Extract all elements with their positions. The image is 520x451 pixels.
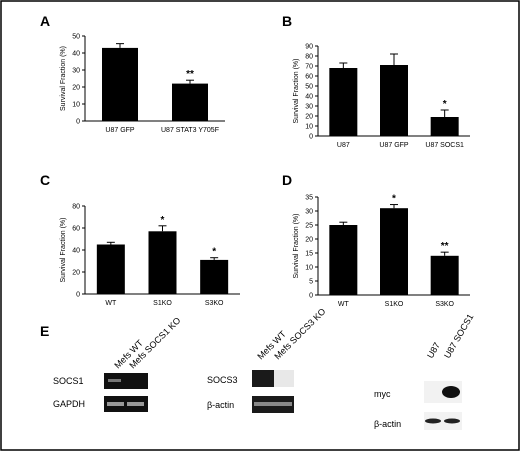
chart-b-category-2: U87 SOCS1	[425, 142, 464, 149]
chart-d-ytick-label-5: 25	[305, 223, 313, 230]
chart-c-category-1: S1KO	[153, 300, 172, 307]
chart-b-significance-2: *	[443, 99, 447, 110]
chart-d-category-2: S3KO	[435, 301, 454, 308]
chart-b-ytick-label-7: 70	[305, 64, 313, 71]
chart-a-ytick-label-0: 0	[76, 119, 80, 126]
chart-a-bar-1	[172, 83, 208, 121]
chart-a-ytick-label-2: 20	[72, 85, 80, 92]
blot-3-lane-1: U87	[425, 341, 442, 360]
chart-b-bar-2	[430, 117, 459, 136]
chart-d-ytick-label-6: 30	[305, 209, 313, 216]
chart-d-significance-1: *	[392, 194, 396, 205]
chart-a-ylabel: Survival Fraction (%)	[60, 46, 67, 111]
chart-a-significance-1: **	[186, 69, 194, 80]
chart-a-ytick-label-1: 10	[72, 102, 80, 109]
panel-b-letter: B	[282, 13, 292, 29]
chart-b-ytick-label-5: 50	[305, 84, 313, 91]
chart-c-category-2: S3KO	[205, 300, 224, 307]
chart-d-ytick-label-2: 10	[305, 265, 313, 272]
chart-b-ytick-label-2: 20	[305, 114, 313, 121]
blot-2-row-2-label: β-actin	[207, 400, 234, 410]
chart-c: 0 20 40 60 80 Survival Fraction (%) WT * S1KO * S3…	[60, 204, 240, 307]
blot-1-row-2-band	[104, 396, 148, 412]
chart-c-significance-1: *	[161, 215, 165, 226]
chart-a-category-1: U87 STAT3 Y705F	[161, 127, 219, 134]
chart-d-ytick-label-1: 5	[309, 279, 313, 286]
chart-c-ytick-label-0: 0	[76, 292, 80, 299]
chart-b-ytick-label-0: 0	[309, 134, 313, 141]
chart-d-bar-0	[329, 225, 358, 295]
blot-1-row-1-signal	[108, 379, 121, 382]
chart-b-ytick-label-8: 80	[305, 54, 313, 61]
chart-c-bar-1	[148, 231, 177, 294]
chart-d-bar-2	[430, 255, 459, 295]
chart-c-ytick-label-2: 40	[72, 248, 80, 255]
chart-c-ytick-label-3: 60	[72, 226, 80, 233]
chart-b-ytick-label-9: 90	[305, 44, 313, 51]
blot-3: U87 U87 SOCS1 myc β-actin	[374, 312, 475, 430]
panel-c-letter: C	[40, 172, 50, 188]
chart-d: 0 5 10 15 20 25 30 35 Survival Fraction (%) WT * S1…	[293, 194, 470, 308]
blot-1-row-2-signal-b	[127, 402, 144, 406]
chart-a-category-0: U87 GFP	[105, 127, 135, 134]
chart-b-ytick-label-4: 40	[305, 94, 313, 101]
panel-e-letter: E	[40, 323, 49, 339]
chart-d-ylabel: Survival Fraction (%)	[293, 214, 300, 279]
blot-3-lane-2: U87 SOCS1	[442, 312, 475, 360]
chart-d-ytick-label-0: 0	[309, 293, 313, 300]
chart-d-ytick-label-7: 35	[305, 195, 313, 202]
chart-b-ytick-label-6: 60	[305, 74, 313, 81]
chart-d-ytick-label-4: 20	[305, 237, 313, 244]
chart-b-ylabel: Survival Fraction (%)	[293, 59, 300, 124]
chart-d-category-1: S1KO	[385, 301, 404, 308]
chart-a: 0 10 20 30 40 50 Survival Fraction (%) U87 GFP *…	[60, 34, 225, 134]
panel-a-letter: A	[40, 13, 50, 29]
blot-3-row-1-signal	[442, 386, 460, 398]
blot-1: Mefs WT Mefs SOCS1 KO SOCS1 GAPDH	[53, 315, 183, 412]
blot-3-row-2-signal-a	[425, 418, 441, 424]
chart-b-ytick-label-3: 30	[305, 104, 313, 111]
chart-c-ytick-label-1: 20	[72, 270, 80, 277]
blot-1-row-1-band	[104, 373, 148, 389]
chart-a-ytick-label-4: 40	[72, 51, 80, 58]
chart-c-bar-0	[96, 244, 125, 294]
chart-b-ytick-label-1: 10	[305, 124, 313, 131]
blot-1-row-2-label: GAPDH	[53, 399, 85, 409]
blot-2-row-1-fade	[274, 370, 294, 387]
chart-b: 0 10 20 30 40 50 60 70 80 90 Survival Fraction (%)…	[293, 44, 470, 149]
chart-d-bar-1	[380, 208, 408, 295]
blot-1-row-2-signal-a	[107, 402, 124, 406]
chart-c-ytick-label-4: 80	[72, 204, 80, 211]
blot-1-row-1-label: SOCS1	[53, 376, 84, 386]
blot-3-row-1-label: myc	[374, 389, 391, 399]
chart-d-significance-2: **	[441, 241, 449, 252]
chart-b-category-1: U87 GFP	[379, 142, 409, 149]
blot-3-row-2-signal-b	[444, 418, 460, 424]
chart-c-bar-2	[200, 259, 229, 294]
chart-d-ytick-label-3: 15	[305, 251, 313, 258]
chart-b-bar-1	[380, 65, 408, 136]
blot-3-row-2-label: β-actin	[374, 419, 401, 429]
chart-c-ylabel: Survival Fraction (%)	[60, 218, 67, 283]
chart-c-category-0: WT	[105, 300, 117, 307]
chart-a-ytick-label-5: 50	[72, 34, 80, 41]
blot-3-row-2-band	[424, 412, 462, 430]
chart-a-ytick-label-3: 30	[72, 68, 80, 75]
chart-b-category-0: U87	[337, 142, 350, 149]
chart-a-bar-0	[102, 47, 138, 121]
blot-2-row-1-label: SOCS3	[207, 375, 238, 385]
chart-b-bar-0	[329, 68, 358, 136]
chart-c-significance-2: *	[212, 247, 216, 258]
panel-d-letter: D	[282, 172, 292, 188]
chart-d-category-0: WT	[338, 301, 350, 308]
blot-2: Mefs WT Mefs SOCS3 KO SOCS3 β-actin	[207, 306, 328, 413]
blot-2-row-2-signal	[254, 402, 292, 406]
